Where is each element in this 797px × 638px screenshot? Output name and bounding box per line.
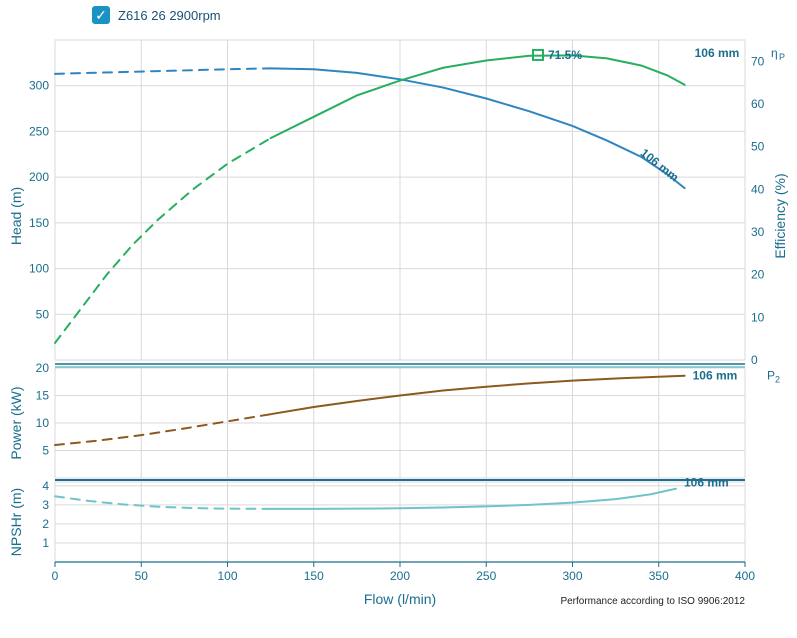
legend-checkbox[interactable]: ✓ xyxy=(92,6,110,24)
svg-text:200: 200 xyxy=(390,569,410,583)
svg-text:30: 30 xyxy=(751,225,765,239)
svg-text:150: 150 xyxy=(29,216,49,230)
svg-text:250: 250 xyxy=(476,569,496,583)
pump-curve-chart: 50100150200250300010203040506070Head (m)… xyxy=(0,30,797,630)
svg-text:10: 10 xyxy=(751,310,765,324)
svg-text:η: η xyxy=(771,46,778,60)
svg-text:70: 70 xyxy=(751,54,765,68)
svg-text:Head (m): Head (m) xyxy=(8,187,24,245)
svg-text:3: 3 xyxy=(42,498,49,512)
svg-text:150: 150 xyxy=(304,569,324,583)
svg-text:71.5%: 71.5% xyxy=(548,48,582,62)
svg-text:20: 20 xyxy=(751,268,765,282)
svg-text:10: 10 xyxy=(36,416,50,430)
svg-text:250: 250 xyxy=(29,124,49,138)
svg-text:2: 2 xyxy=(775,375,780,385)
svg-text:350: 350 xyxy=(649,569,669,583)
legend-label: Z616 26 2900rpm xyxy=(118,8,221,23)
svg-text:400: 400 xyxy=(735,569,755,583)
svg-text:106 mm: 106 mm xyxy=(693,369,738,383)
legend[interactable]: ✓ Z616 26 2900rpm xyxy=(92,6,221,24)
svg-text:300: 300 xyxy=(29,79,49,93)
svg-text:50: 50 xyxy=(751,140,765,154)
svg-text:Performance according to ISO 9: Performance according to ISO 9906:2012 xyxy=(560,596,745,607)
svg-text:5: 5 xyxy=(42,444,49,458)
svg-text:Efficiency (%): Efficiency (%) xyxy=(772,173,788,258)
svg-text:40: 40 xyxy=(751,182,765,196)
svg-text:106 mm: 106 mm xyxy=(695,46,740,60)
svg-text:Power (kW): Power (kW) xyxy=(8,386,24,459)
svg-text:50: 50 xyxy=(135,569,149,583)
svg-text:106 mm: 106 mm xyxy=(684,476,729,490)
svg-text:50: 50 xyxy=(36,307,50,321)
svg-text:100: 100 xyxy=(29,262,49,276)
svg-text:100: 100 xyxy=(217,569,237,583)
svg-text:2: 2 xyxy=(42,517,49,531)
svg-text:1: 1 xyxy=(42,536,49,550)
svg-text:P: P xyxy=(767,369,775,383)
svg-text:0: 0 xyxy=(751,353,758,367)
svg-text:106 mm: 106 mm xyxy=(638,146,682,185)
svg-text:0: 0 xyxy=(52,569,59,583)
svg-text:15: 15 xyxy=(36,389,50,403)
svg-text:300: 300 xyxy=(562,569,582,583)
svg-text:NPSHr (m): NPSHr (m) xyxy=(8,488,24,556)
svg-text:60: 60 xyxy=(751,97,765,111)
svg-text:20: 20 xyxy=(36,361,50,375)
svg-text:Flow (l/min): Flow (l/min) xyxy=(364,591,436,607)
svg-text:P: P xyxy=(779,52,785,62)
svg-text:200: 200 xyxy=(29,170,49,184)
svg-text:4: 4 xyxy=(42,479,49,493)
